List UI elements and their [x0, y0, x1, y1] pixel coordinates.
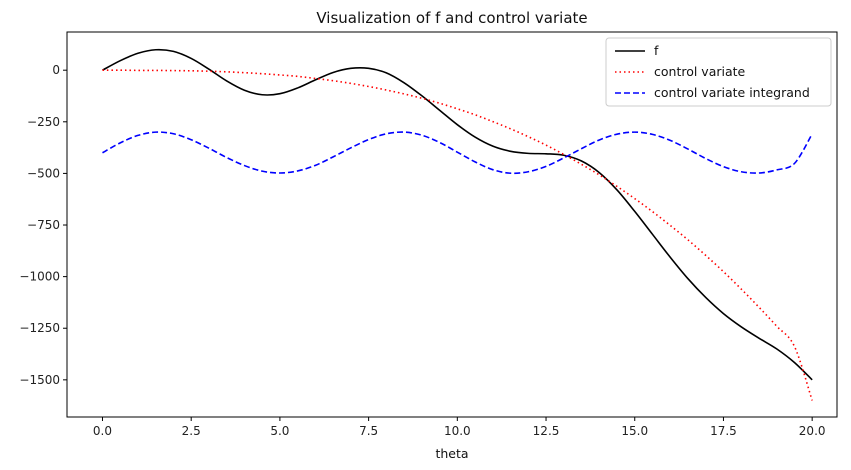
series-layer — [102, 48, 813, 401]
series-line-control-variate-integrand — [102, 131, 813, 175]
series-line-f — [102, 48, 813, 381]
y-tick-label: −1500 — [19, 373, 60, 387]
x-axis: 0.0 2.5 5.0 7.5 10.0 12.5 15.0 17.5 20.0 — [93, 417, 826, 438]
y-tick-label: −1250 — [19, 321, 60, 335]
x-axis-title: theta — [435, 446, 468, 461]
chart-title: Visualization of f and control variate — [316, 9, 587, 27]
x-tick-label: 20.0 — [799, 424, 826, 438]
legend-label: f — [654, 43, 659, 58]
legend-box — [605, 37, 832, 107]
legend-label: control variate — [654, 64, 746, 79]
legend-label: control variate integrand — [654, 85, 810, 100]
x-tick-label: 10.0 — [444, 424, 471, 438]
y-axis: 0 −250 −500 −750 −1000 −1250 −1500 — [19, 63, 67, 387]
x-tick-label: 5.0 — [270, 424, 289, 438]
x-tick-label: 15.0 — [621, 424, 648, 438]
x-tick-label: 17.5 — [710, 424, 737, 438]
y-tick-label: −250 — [27, 115, 60, 129]
y-tick-label: −750 — [27, 218, 60, 232]
x-tick-label: 7.5 — [359, 424, 378, 438]
x-tick-label: 12.5 — [533, 424, 560, 438]
plot-area — [66, 31, 838, 418]
x-tick-label: 2.5 — [182, 424, 201, 438]
x-tick-label: 0.0 — [93, 424, 112, 438]
plot-frame — [66, 31, 838, 418]
legend: f control variate control variate integran… — [605, 37, 832, 107]
y-tick-label: −500 — [27, 166, 60, 180]
y-tick-label: 0 — [52, 63, 60, 77]
y-tick-label: −1000 — [19, 270, 60, 284]
